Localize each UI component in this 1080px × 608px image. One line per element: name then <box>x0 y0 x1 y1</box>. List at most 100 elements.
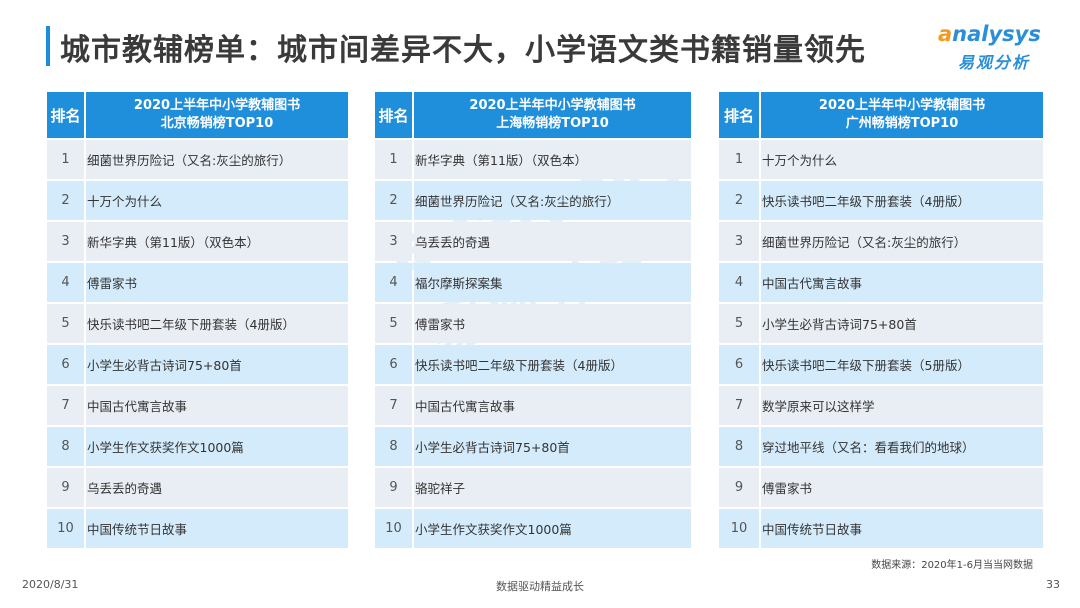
table-row: 10 中国传统节日故事 <box>47 509 348 548</box>
rank-number: 5 <box>47 304 84 343</box>
book-title: 傅雷家书 <box>86 263 348 302</box>
rank-number: 6 <box>47 345 84 384</box>
table-row: 7 中国古代寓言故事 <box>375 386 691 425</box>
book-title: 快乐读书吧二年级下册套装（4册版） <box>761 181 1043 220</box>
rank-number: 6 <box>719 345 759 384</box>
book-title: 小学生作文获奖作文1000篇 <box>86 427 348 466</box>
rank-number: 3 <box>375 222 412 261</box>
guangzhou-ranking-table: 排名 2020上半年中小学教辅图书 广州畅销榜TOP10 1 十万个为什么 2 快乐读… <box>719 92 1043 548</box>
table-row: 5 快乐读书吧二年级下册套装（4册版） <box>47 304 348 343</box>
table-row: 4 福尔摩斯探案集 <box>375 263 691 302</box>
rank-number: 10 <box>719 509 759 548</box>
rank-number: 8 <box>375 427 412 466</box>
book-title: 数学原来可以这样学 <box>761 386 1043 425</box>
table-row: 6 快乐读书吧二年级下册套装（4册版） <box>375 345 691 384</box>
table-row: 3 新华字典（第11版）（双色本） <box>47 222 348 261</box>
table-row: 4 傅雷家书 <box>47 263 348 302</box>
book-title: 快乐读书吧二年级下册套装（4册版） <box>86 304 348 343</box>
book-title: 福尔摩斯探案集 <box>414 263 691 302</box>
rank-number: 9 <box>719 468 759 507</box>
rank-column-header: 排名 <box>375 92 412 138</box>
beijing-ranking-table: 排名 2020上半年中小学教辅图书 北京畅销榜TOP10 1 细菌世界历险记（又名… <box>47 92 348 548</box>
table-row: 6 小学生必背古诗词75+80首 <box>47 345 348 384</box>
table-row: 2 十万个为什么 <box>47 181 348 220</box>
rank-number: 5 <box>375 304 412 343</box>
table-body: 1 十万个为什么 2 快乐读书吧二年级下册套装（4册版） 3 细菌世界历险记（又名:灰尘的… <box>719 140 1043 548</box>
shanghai-ranking-table: 排名 2020上半年中小学教辅图书 上海畅销榜TOP10 1 新华字典（第11版）… <box>375 92 691 548</box>
book-title: 细菌世界历险记（又名:灰尘的旅行） <box>761 222 1043 261</box>
rank-number: 4 <box>719 263 759 302</box>
book-title: 中国古代寓言故事 <box>86 386 348 425</box>
source-note: 数据来源：2020年1-6月当当网数据 <box>871 560 1033 571</box>
rank-number: 2 <box>719 181 759 220</box>
table-header: 排名 2020上半年中小学教辅图书 上海畅销榜TOP10 <box>375 92 691 138</box>
rank-number: 7 <box>719 386 759 425</box>
book-title: 小学生必背古诗词75+80首 <box>761 304 1043 343</box>
book-title: 新华字典（第11版）（双色本） <box>414 140 691 179</box>
rank-number: 3 <box>719 222 759 261</box>
table-row: 10 小学生作文获奖作文1000篇 <box>375 509 691 548</box>
table-row: 4 中国古代寓言故事 <box>719 263 1043 302</box>
rank-number: 7 <box>47 386 84 425</box>
book-title: 小学生必背古诗词75+80首 <box>86 345 348 384</box>
logo-wordmark: analysys <box>938 22 1041 46</box>
logo-chinese-name: 易观分析 <box>958 53 1031 72</box>
footer-slogan: 数据驱动精益成长 <box>496 580 584 593</box>
table-row: 1 细菌世界历险记（又名:灰尘的旅行） <box>47 140 348 179</box>
rank-number: 1 <box>47 140 84 179</box>
table-row: 6 快乐读书吧二年级下册套装（5册版） <box>719 345 1043 384</box>
table-row: 2 快乐读书吧二年级下册套装（4册版） <box>719 181 1043 220</box>
table-row: 2 细菌世界历险记（又名:灰尘的旅行） <box>375 181 691 220</box>
book-title: 中国古代寓言故事 <box>761 263 1043 302</box>
table-header: 排名 2020上半年中小学教辅图书 广州畅销榜TOP10 <box>719 92 1043 138</box>
rank-number: 9 <box>375 468 412 507</box>
table-row: 10 中国传统节日故事 <box>719 509 1043 548</box>
rank-number: 2 <box>47 181 84 220</box>
book-title: 傅雷家书 <box>761 468 1043 507</box>
book-title: 穿过地平线（又名：看看我们的地球） <box>761 427 1043 466</box>
rank-number: 4 <box>47 263 84 302</box>
table-row: 1 新华字典（第11版）（双色本） <box>375 140 691 179</box>
rank-number: 2 <box>375 181 412 220</box>
table-row: 8 小学生必背古诗词75+80首 <box>375 427 691 466</box>
book-title: 乌丢丢的奇遇 <box>86 468 348 507</box>
rank-number: 6 <box>375 345 412 384</box>
book-title: 小学生必背古诗词75+80首 <box>414 427 691 466</box>
book-title: 小学生作文获奖作文1000篇 <box>414 509 691 548</box>
book-title: 新华字典（第11版）（双色本） <box>86 222 348 261</box>
page-title: 城市教辅榜单：城市间差异不大，小学语文类书籍销量领先 <box>60 33 866 68</box>
table-row: 9 傅雷家书 <box>719 468 1043 507</box>
rank-number: 1 <box>375 140 412 179</box>
rank-number: 3 <box>47 222 84 261</box>
analysys-logo: analysys 易观分析 <box>938 22 1041 74</box>
table-row: 3 细菌世界历险记（又名:灰尘的旅行） <box>719 222 1043 261</box>
table-row: 8 小学生作文获奖作文1000篇 <box>47 427 348 466</box>
rank-number: 8 <box>47 427 84 466</box>
rank-number: 5 <box>719 304 759 343</box>
title-accent-bar <box>46 26 50 66</box>
table-title: 2020上半年中小学教辅图书 广州畅销榜TOP10 <box>761 92 1043 138</box>
book-title: 中国古代寓言故事 <box>414 386 691 425</box>
table-title: 2020上半年中小学教辅图书 北京畅销榜TOP10 <box>86 92 348 138</box>
table-row: 7 中国古代寓言故事 <box>47 386 348 425</box>
book-title: 十万个为什么 <box>761 140 1043 179</box>
table-row: 8 穿过地平线（又名：看看我们的地球） <box>719 427 1043 466</box>
rank-number: 10 <box>47 509 84 548</box>
rank-column-header: 排名 <box>719 92 759 138</box>
book-title: 骆驼祥子 <box>414 468 691 507</box>
book-title: 乌丢丢的奇遇 <box>414 222 691 261</box>
book-title: 快乐读书吧二年级下册套装（5册版） <box>761 345 1043 384</box>
book-title: 十万个为什么 <box>86 181 348 220</box>
rank-number: 4 <box>375 263 412 302</box>
book-title: 中国传统节日故事 <box>86 509 348 548</box>
rank-column-header: 排名 <box>47 92 84 138</box>
table-header: 排名 2020上半年中小学教辅图书 北京畅销榜TOP10 <box>47 92 348 138</box>
book-title: 细菌世界历险记（又名:灰尘的旅行） <box>86 140 348 179</box>
table-row: 9 乌丢丢的奇遇 <box>47 468 348 507</box>
table-row: 7 数学原来可以这样学 <box>719 386 1043 425</box>
table-row: 5 小学生必背古诗词75+80首 <box>719 304 1043 343</box>
footer-date: 2020/8/31 <box>22 578 79 591</box>
table-row: 9 骆驼祥子 <box>375 468 691 507</box>
table-row: 3 乌丢丢的奇遇 <box>375 222 691 261</box>
table-body: 1 新华字典（第11版）（双色本） 2 细菌世界历险记（又名:灰尘的旅行） 3 乌丢丢的奇… <box>375 140 691 548</box>
